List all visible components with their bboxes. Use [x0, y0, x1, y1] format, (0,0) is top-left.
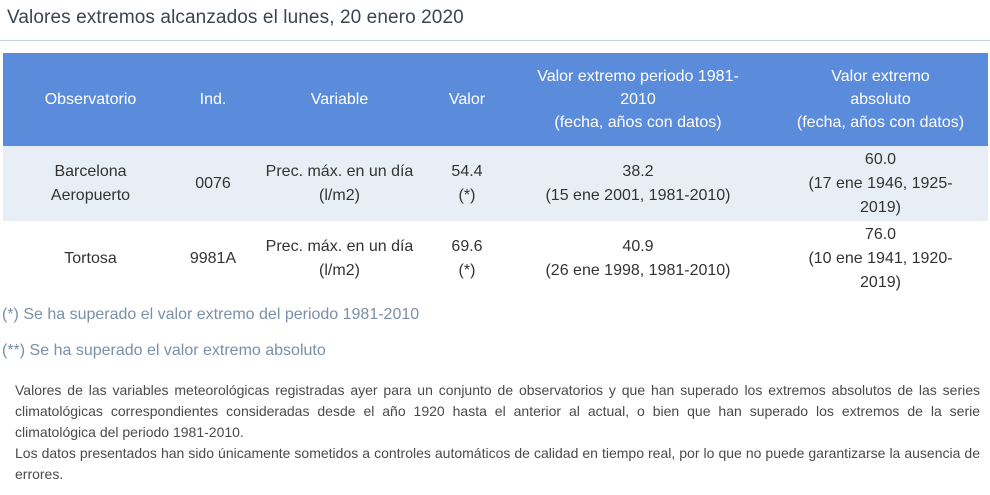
table-header-row: Observatorio Ind. Variable Valor Valor e…	[3, 53, 988, 146]
title-divider	[0, 40, 990, 41]
description-paragraph: Los datos presentados han sido únicament…	[15, 445, 980, 482]
cell-variable: Prec. máx. en un día (l/m2)	[248, 221, 431, 296]
header-observatorio: Observatorio	[3, 53, 178, 146]
cell-periodo: 40.9 (26 ene 1998, 1981-2010)	[503, 221, 773, 296]
cell-valor: 69.6 (*)	[431, 221, 503, 296]
header-variable: Variable	[248, 53, 431, 146]
table-row: Barcelona Aeropuerto 0076 Prec. máx. en …	[3, 146, 988, 221]
cell-ind: 9981A	[178, 221, 248, 296]
cell-valor: 54.4 (*)	[431, 146, 503, 221]
header-absoluto: Valor extremo absoluto (fecha, años con …	[773, 53, 988, 146]
page-title: Valores extremos alcanzados el lunes, 20…	[7, 7, 464, 28]
header-ind: Ind.	[178, 53, 248, 146]
description-paragraph: Valores de las variables meteorológicas …	[15, 382, 980, 440]
cell-ind: 0076	[178, 146, 248, 221]
cell-variable: Prec. máx. en un día (l/m2)	[248, 146, 431, 221]
note-absoluto: (**) Se ha superado el valor extremo abs…	[2, 342, 326, 359]
description: Valores de las variables meteorológicas …	[15, 380, 980, 485]
extremes-table: Observatorio Ind. Variable Valor Valor e…	[3, 53, 988, 296]
cell-absoluto: 76.0 (10 ene 1941, 1920- 2019)	[773, 221, 988, 296]
cell-observatorio: Tortosa	[3, 221, 178, 296]
header-valor: Valor	[431, 53, 503, 146]
header-periodo: Valor extremo periodo 1981- 2010 (fecha,…	[503, 53, 773, 146]
cell-absoluto: 60.0 (17 ene 1946, 1925- 2019)	[773, 146, 988, 221]
table-row: Tortosa 9981A Prec. máx. en un día (l/m2…	[3, 221, 988, 296]
cell-periodo: 38.2 (15 ene 2001, 1981-2010)	[503, 146, 773, 221]
cell-observatorio: Barcelona Aeropuerto	[3, 146, 178, 221]
note-periodo: (*) Se ha superado el valor extremo del …	[2, 306, 420, 323]
